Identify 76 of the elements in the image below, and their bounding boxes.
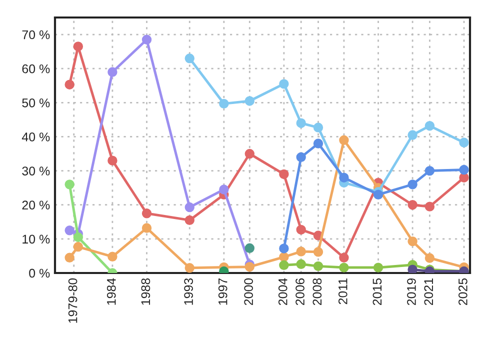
x-tick-label: 1988 [141,278,150,305]
point [279,244,289,254]
point [73,42,84,52]
point [73,242,84,252]
point [408,180,418,190]
point [339,252,349,263]
point [424,253,435,263]
x-tick-label: 2015 [372,278,382,306]
point [296,259,306,270]
point [108,252,118,262]
point [279,79,289,89]
y-tick-label: 20 % [22,200,50,210]
point [339,135,349,145]
x-tick-label: 1979-80 [68,278,78,323]
point [73,232,84,242]
point [296,118,306,128]
y-tick-label: 0 % [29,268,50,278]
point [313,138,324,148]
point [219,184,229,194]
point [108,156,118,166]
point [313,122,324,132]
x-tick-label: 2021 [424,278,434,306]
point [142,223,152,233]
point [184,215,194,226]
x-tick-label: 2000 [244,278,253,306]
point [459,164,469,175]
point [424,166,435,176]
y-tick-label: 10 % [22,234,50,244]
y-tick-label: 30 % [22,166,50,176]
point [64,180,74,190]
y-tick-label: 70 % [22,30,50,40]
point [296,246,306,256]
y-tick-label: 40 % [22,132,50,142]
point [424,202,435,212]
x-tick-label: 2025 [458,278,468,306]
x-tick-label: 1993 [184,278,193,305]
point [244,243,254,253]
point [184,54,194,64]
point [142,34,152,45]
y-tick-label: 60 % [22,64,50,74]
point [64,252,74,263]
point [408,200,418,210]
point [244,96,254,106]
point [296,152,306,162]
point [373,190,384,200]
point [339,172,349,182]
point [373,262,384,272]
point [313,247,324,257]
point [108,67,118,77]
x-tick-label: 2008 [312,278,322,306]
x-tick-label: 1984 [106,278,116,305]
point [339,262,349,272]
x-tick-label: 1997 [218,278,228,305]
point [142,208,152,218]
point [244,262,254,272]
point [279,169,289,180]
point [244,148,254,159]
point [296,224,306,235]
point [64,80,74,90]
y-tick-label: 50 % [22,98,50,108]
point [424,120,435,131]
point [279,260,289,270]
point [64,226,74,236]
x-tick-label: 2019 [407,278,416,306]
x-tick-label: 2011 [338,278,348,304]
point [219,98,229,109]
point [313,261,324,272]
point [408,130,418,140]
point [408,236,418,246]
point [408,264,418,273]
point [184,263,194,273]
x-tick-label: 2004 [278,278,288,306]
x-tick-label: 2006 [296,278,304,306]
point [184,202,194,212]
point [459,138,469,148]
point [459,172,469,182]
